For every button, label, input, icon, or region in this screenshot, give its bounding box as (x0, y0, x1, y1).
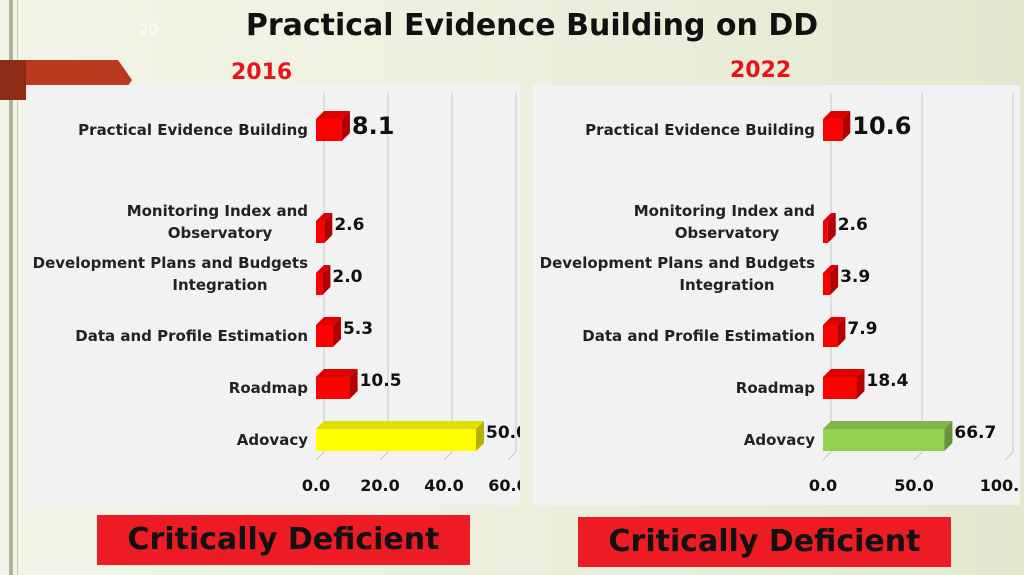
x-tick-label: 100.0 (980, 476, 1020, 495)
category-label: Observatory (675, 224, 780, 242)
category-label: Adovacy (744, 431, 815, 449)
value-label: 50.0 (486, 423, 520, 443)
category-label: Integration (172, 276, 267, 294)
x-tick-label: 60.0 (488, 476, 520, 495)
bar (316, 213, 333, 243)
x-tick-label: 40.0 (424, 476, 463, 495)
value-label: 3.9 (840, 267, 870, 287)
chart-panel-2016: 0.0 20.0 40.0 60.0 50.0 Adovacy 10.5 Roadmap 5.3… (26, 85, 520, 505)
gridline-floor (1004, 451, 1014, 461)
value-label: 5.3 (343, 319, 373, 339)
year-label-2016: 2016 (231, 60, 293, 85)
bar (823, 317, 846, 347)
category-label: Development Plans and Budgets (540, 254, 815, 272)
bar (823, 421, 953, 451)
x-tick-label: 0.0 (809, 476, 837, 495)
value-label: 10.6 (852, 112, 911, 140)
gridline-floor (822, 451, 832, 461)
verdict-box-2016: Critically Deficient (97, 515, 470, 565)
verdict-box-2022: Critically Deficient (578, 517, 951, 567)
gridline-floor (507, 451, 517, 461)
value-label: 2.6 (334, 215, 364, 235)
gridline-floor (913, 451, 923, 461)
value-label: 7.9 (847, 319, 877, 339)
bar (316, 317, 341, 347)
bar (823, 213, 836, 243)
category-label: Data and Profile Estimation (75, 327, 308, 345)
chart-panel-2022: 0.0 50.0 100.0 66.7 Adovacy 18.4 Roadmap 7.9 Dat… (533, 85, 1020, 505)
bar (316, 421, 484, 451)
category-label: Monitoring Index and (634, 202, 815, 220)
value-label: 2.6 (838, 215, 868, 235)
value-label: 2.0 (332, 267, 362, 287)
bar (823, 111, 851, 141)
category-label: Practical Evidence Building (78, 121, 308, 139)
category-label: Adovacy (237, 431, 308, 449)
value-label: 18.4 (866, 371, 908, 391)
value-label: 10.5 (360, 371, 402, 391)
x-tick-label: 50.0 (894, 476, 933, 495)
gridline-floor (379, 451, 389, 461)
category-label: Practical Evidence Building (585, 121, 815, 139)
year-label-2022: 2022 (730, 58, 792, 83)
x-tick-label: 0.0 (302, 476, 330, 495)
bar (316, 265, 331, 295)
category-label: Roadmap (736, 379, 815, 397)
category-label: Monitoring Index and (127, 202, 308, 220)
category-label: Roadmap (229, 379, 308, 397)
category-label: Development Plans and Budgets (33, 254, 308, 272)
category-label: Data and Profile Estimation (582, 327, 815, 345)
bar (316, 111, 350, 141)
category-label: Integration (679, 276, 774, 294)
category-label: Observatory (168, 224, 273, 242)
x-tick-label: 20.0 (360, 476, 399, 495)
page-number: 20 (138, 20, 159, 39)
header-ribbon-shade (0, 60, 26, 100)
bar-chart-2016: 0.0 20.0 40.0 60.0 50.0 Adovacy 10.5 Roadmap 5.3… (33, 93, 520, 495)
bar (823, 369, 865, 399)
bar-chart-2022: 0.0 50.0 100.0 66.7 Adovacy 18.4 Roadmap 7.9 Dat… (540, 93, 1020, 495)
value-label: 66.7 (954, 423, 996, 443)
bar (823, 265, 839, 295)
bar (316, 369, 358, 399)
slide-title: Practical Evidence Building on DD (245, 8, 819, 43)
gridline-floor (443, 451, 453, 461)
gridline-floor (315, 451, 325, 461)
value-label: 8.1 (352, 112, 395, 140)
left-decor-rule (9, 0, 13, 575)
left-decor-rule-thin (17, 0, 18, 575)
